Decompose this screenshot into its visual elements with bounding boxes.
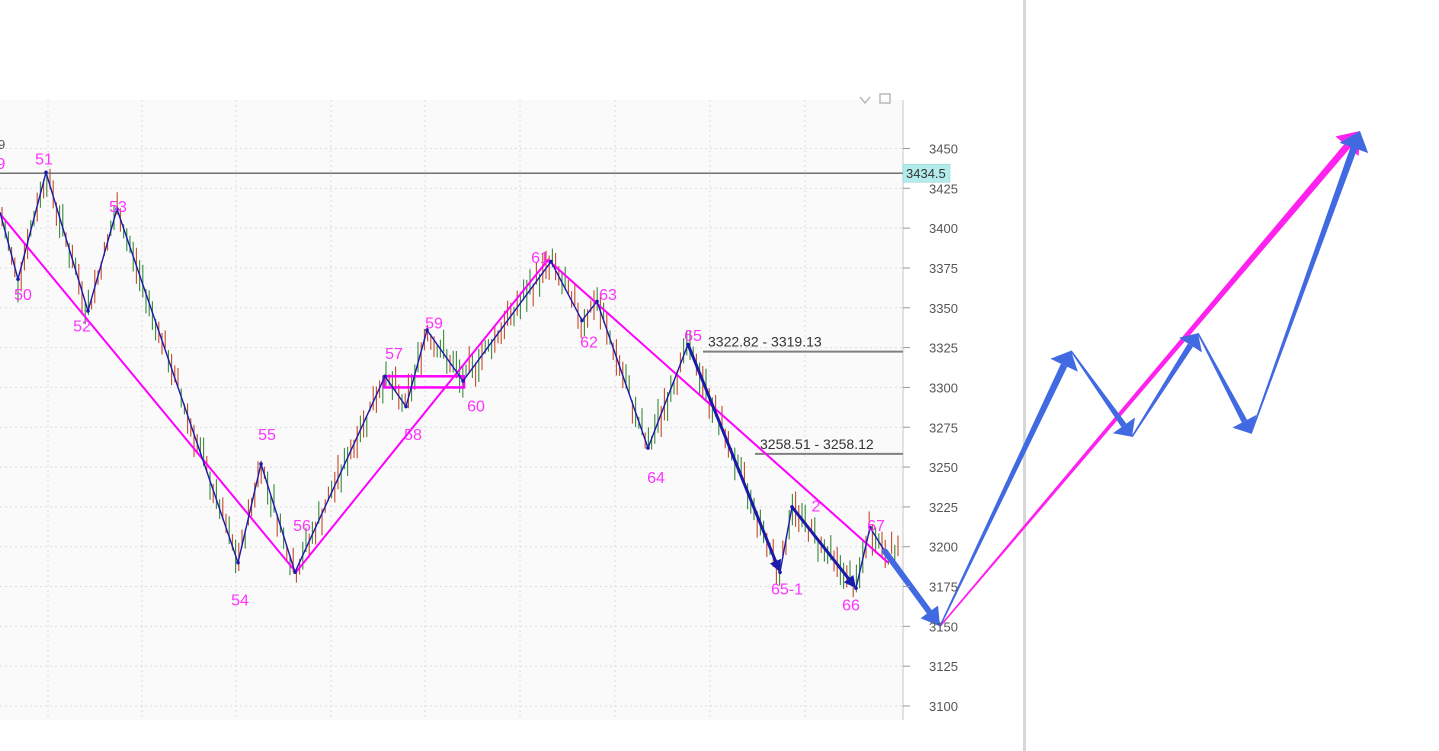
wave-label: 57 bbox=[385, 346, 403, 363]
y-tick-label: 3450 bbox=[929, 142, 958, 157]
projection-leg-blue-head bbox=[1179, 333, 1202, 353]
zigzag-pivot bbox=[383, 374, 387, 379]
last-price-marker bbox=[902, 163, 951, 183]
wave-label: 54 bbox=[231, 593, 249, 610]
wave-label: 66 bbox=[842, 597, 860, 614]
wave-label: 56 bbox=[293, 518, 311, 535]
wave-labels: 9 50 51 52 53 54 55 56 57 58 59 60 61 62 63 64 65 65-1 66 6… bbox=[0, 151, 885, 614]
zigzag-pivot bbox=[259, 462, 263, 466]
price-axis-ticks: 3450 3425 3400 3375 3350 3325 3300 3275 3250 3225… bbox=[903, 142, 958, 714]
projection-leg-blue bbox=[1197, 332, 1248, 423]
y-tick-label: 3250 bbox=[929, 460, 958, 475]
wave-label: 60 bbox=[467, 398, 485, 415]
zigzag-pivot bbox=[425, 328, 429, 332]
y-tick-label: 3350 bbox=[929, 301, 958, 316]
zigzag-pivot bbox=[549, 259, 553, 264]
projection-start-arrow-head bbox=[920, 605, 940, 627]
projection-line-magenta bbox=[939, 143, 1350, 627]
wave-label: 67 bbox=[867, 518, 885, 535]
wave-label: 65 bbox=[684, 328, 702, 345]
wave-label: 9 bbox=[0, 156, 6, 173]
leg-arrow-head bbox=[769, 558, 782, 573]
zigzag-pivot bbox=[86, 309, 90, 313]
level-line-label: 3258.51 - 3258.12 bbox=[760, 436, 874, 452]
y-tick-label: 3325 bbox=[929, 341, 958, 356]
grid bbox=[0, 100, 903, 720]
wave-label: 65-1 bbox=[771, 582, 803, 599]
projection-leg-blue-head bbox=[1232, 414, 1257, 434]
maximize-icon[interactable] bbox=[879, 93, 891, 104]
wave-label: 59 bbox=[425, 315, 443, 332]
zigzag-pivot bbox=[595, 299, 599, 304]
wave-label: 55 bbox=[258, 427, 276, 444]
zigzag-pivot bbox=[580, 318, 584, 323]
zigzag-pivot bbox=[236, 560, 240, 565]
wave-label: 63 bbox=[599, 287, 617, 304]
zigzag-pivot bbox=[16, 277, 20, 281]
projection-leg-blue bbox=[1250, 146, 1358, 434]
chart-window-controls bbox=[859, 93, 891, 105]
wave-label: 52 bbox=[73, 319, 91, 336]
level-lines: 3322.82 - 3319.13 3258.51 - 3258.12 3434.5 bbox=[0, 163, 951, 455]
projection-leg-blue-head bbox=[1050, 350, 1078, 372]
projection-leg-blue bbox=[939, 363, 1068, 627]
wave-label: 58 bbox=[404, 427, 422, 444]
series-lines bbox=[0, 130, 1369, 627]
instrument-title: 9 bbox=[0, 137, 5, 152]
zigzag-pivot bbox=[868, 525, 872, 530]
y-tick-label: 3100 bbox=[929, 699, 958, 714]
wave-label: 61 bbox=[531, 250, 549, 267]
zigzag-pivot bbox=[404, 404, 408, 409]
y-tick-label: 3425 bbox=[929, 181, 958, 196]
leg-arrow bbox=[790, 505, 851, 581]
plot-area bbox=[0, 100, 975, 720]
projection-leg-blue bbox=[1131, 343, 1194, 438]
zigzag-pivot bbox=[646, 446, 650, 450]
wave-label: 51 bbox=[35, 151, 53, 168]
last-price-marker-label: 3434.5 bbox=[906, 166, 946, 181]
wave-label: 62 bbox=[580, 335, 598, 352]
leg-arrow-head bbox=[843, 574, 856, 589]
y-tick-label: 3275 bbox=[929, 420, 958, 435]
y-tick-label: 3175 bbox=[929, 580, 958, 595]
panel-divider bbox=[1023, 0, 1026, 751]
projection-start-arrow bbox=[882, 548, 933, 615]
y-tick-label: 3125 bbox=[929, 659, 958, 674]
projection-leg-blue bbox=[1070, 350, 1127, 428]
y-tick-label: 3200 bbox=[929, 540, 958, 555]
zigzag-line-blue bbox=[0, 169, 886, 590]
collapse-icon[interactable] bbox=[859, 96, 871, 105]
level-line-label: 3322.82 - 3319.13 bbox=[708, 334, 822, 350]
projection-leg-blue-head bbox=[1339, 130, 1369, 154]
wave-label: 50 bbox=[14, 287, 32, 304]
zigzag-pivot bbox=[115, 207, 119, 211]
y-tick-label: 3150 bbox=[929, 619, 958, 634]
y-tick-label: 3375 bbox=[929, 261, 958, 276]
y-tick-label: 3225 bbox=[929, 500, 958, 515]
zigzag-pivot bbox=[293, 570, 297, 574]
leg-arrow bbox=[686, 342, 778, 563]
y-tick-label: 3400 bbox=[929, 221, 958, 236]
swing-line-magenta bbox=[0, 213, 889, 574]
wave-label: 53 bbox=[109, 199, 127, 216]
projection-leg-blue-head bbox=[1112, 417, 1135, 437]
y-tick-label: 3300 bbox=[929, 380, 958, 395]
zigzag-pivot bbox=[44, 170, 48, 175]
wave-label: 64 bbox=[647, 470, 665, 487]
wave-label: 2 bbox=[812, 499, 821, 516]
zigzag-pivot bbox=[461, 379, 465, 383]
